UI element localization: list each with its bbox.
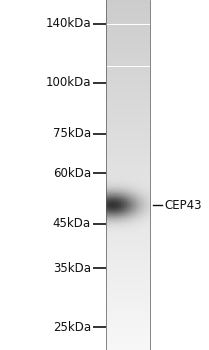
Text: 140kDa: 140kDa: [45, 17, 91, 30]
Text: 45kDa: 45kDa: [53, 217, 91, 230]
Text: 35kDa: 35kDa: [53, 261, 91, 275]
Text: 25kDa: 25kDa: [53, 321, 91, 334]
Text: 75kDa: 75kDa: [53, 127, 91, 140]
Text: 100kDa: 100kDa: [45, 76, 91, 89]
Text: CEP43: CEP43: [164, 199, 201, 212]
Text: 60kDa: 60kDa: [53, 167, 91, 180]
